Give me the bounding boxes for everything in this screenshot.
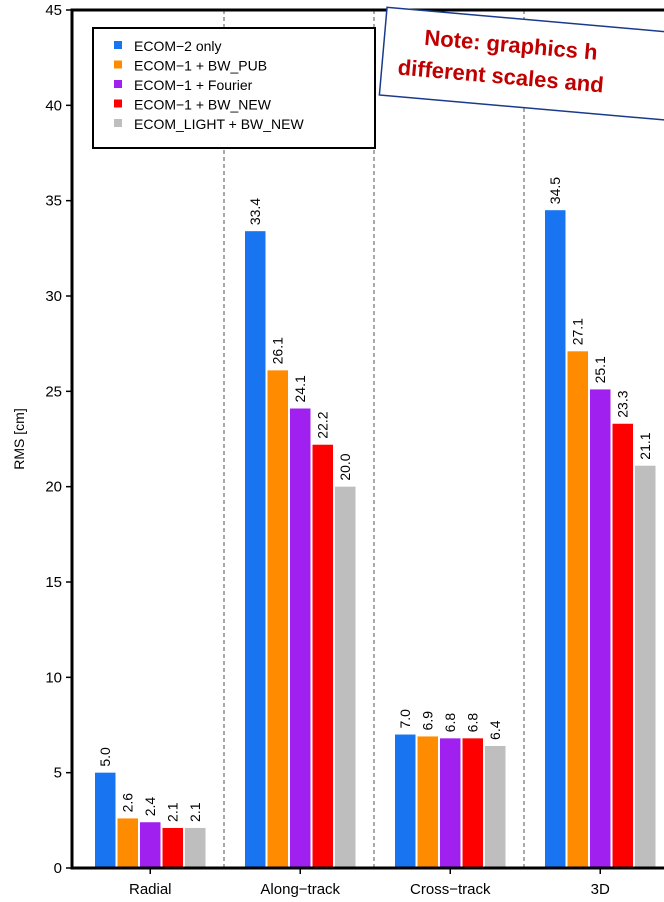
x-category-label: 3D (591, 881, 610, 898)
x-axis: Radial Along−track Cross−track 3D (129, 868, 610, 898)
value-label: 6.8 (465, 713, 481, 733)
bar (185, 827, 206, 868)
category-separators (223, 10, 525, 868)
legend-swatch (114, 60, 122, 69)
value-label: 2.1 (187, 802, 203, 822)
bar (545, 210, 566, 868)
y-axis-title: RMS [cm] (11, 408, 27, 469)
legend-swatch (114, 119, 122, 127)
bar (290, 408, 311, 868)
value-label: 24.1 (292, 375, 308, 402)
bar (567, 351, 588, 868)
y-tick-label: 45 (45, 2, 62, 19)
value-label: 6.4 (487, 720, 503, 740)
value-label: 2.4 (142, 797, 158, 817)
legend-entry: ECOM−1 + BW_PUB (134, 58, 267, 74)
y-tick-label: 25 (45, 383, 62, 400)
legend-box (92, 27, 376, 149)
bar (635, 465, 656, 868)
x-category-label: Radial (129, 881, 172, 898)
bar (245, 231, 266, 868)
y-tick-label: 40 (45, 97, 62, 114)
value-label: 27.1 (570, 318, 586, 345)
value-label: 25.1 (592, 356, 608, 383)
y-tick-label: 35 (45, 193, 62, 210)
value-label: 2.1 (165, 802, 181, 822)
x-category-label: Cross−track (410, 881, 491, 898)
legend-entry: ECOM−1 + Fourier (134, 77, 253, 93)
value-label: 21.1 (637, 432, 653, 459)
legend-swatch (114, 99, 122, 108)
note-frame (378, 6, 664, 124)
bar (335, 486, 356, 868)
bar (95, 772, 116, 868)
value-label: 2.6 (120, 793, 136, 813)
value-label: 7.0 (397, 709, 413, 729)
legend-swatch (114, 80, 122, 88)
value-label: 6.8 (442, 713, 458, 733)
bar (117, 818, 138, 868)
y-tick-label: 5 (54, 765, 62, 782)
bar (312, 444, 333, 868)
bar (162, 827, 183, 868)
y-tick-label: 20 (45, 479, 62, 496)
bar (485, 745, 506, 868)
bar (395, 734, 416, 868)
plot-frame (70, 8, 664, 870)
legend-swatch (114, 41, 122, 49)
bar (417, 736, 438, 868)
y-tick-label: 0 (54, 860, 62, 877)
bar (462, 738, 483, 868)
y-tick-label: 15 (45, 574, 62, 591)
value-label: 5.0 (97, 747, 113, 767)
y-tick-label: 30 (45, 288, 62, 305)
legend: ECOM−2 only ECOM−1 + BW_PUB ECOM−1 + Fouri… (92, 27, 376, 149)
legend-entry: ECOM−1 + BW_NEW (134, 97, 272, 113)
legend-entry: ECOM_LIGHT + BW_NEW (134, 116, 305, 132)
value-label: 6.9 (420, 711, 436, 731)
value-label: 26.1 (270, 337, 286, 364)
bar (590, 389, 611, 868)
bar (612, 423, 633, 868)
value-label: 20.0 (337, 453, 353, 480)
value-label: 34.5 (547, 177, 563, 204)
value-labels: 5.0 2.6 2.4 2.1 2.1 33.4 26.1 24.1 22.2 20.0 7.0 6.… (97, 177, 653, 822)
y-axis: 0 5 10 15 20 25 30 35 40 45 (45, 2, 72, 877)
value-label: 23.3 (615, 390, 631, 417)
x-category-label: Along−track (260, 881, 340, 898)
bar (440, 738, 461, 868)
legend-entry: ECOM−2 only (134, 38, 222, 54)
bar (267, 370, 288, 868)
bars (95, 210, 656, 868)
value-label: 33.4 (247, 198, 263, 225)
bar (140, 822, 161, 868)
y-tick-label: 10 (45, 669, 62, 686)
value-label: 22.2 (315, 411, 331, 438)
